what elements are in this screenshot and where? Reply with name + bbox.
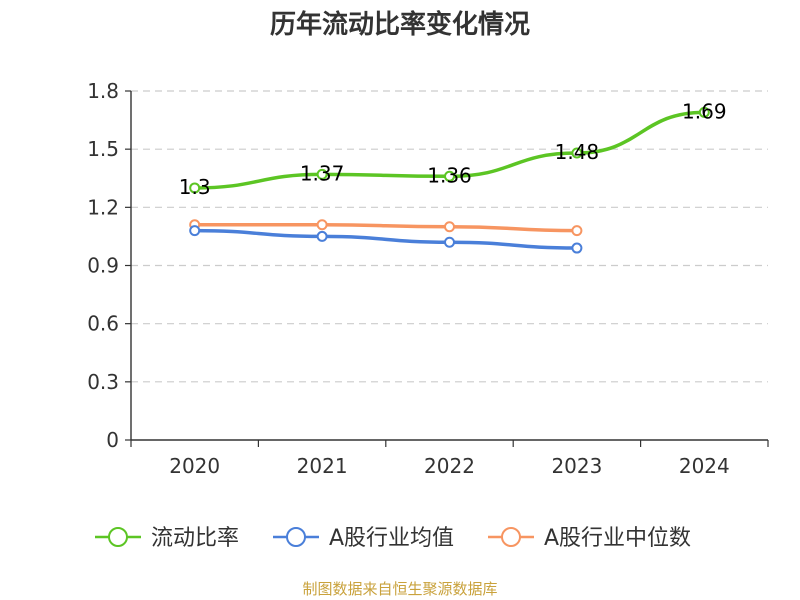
legend-label: A股行业均值 [329, 526, 454, 551]
x-tick-label: 2021 [297, 454, 348, 478]
y-tick-label: 1.8 [87, 79, 119, 103]
data-point [316, 168, 328, 180]
legend-swatch-marker [108, 527, 128, 547]
y-tick-label: 0.3 [87, 370, 119, 394]
data-point [444, 221, 455, 233]
axes: 0 0.3 0.6 0.9 1.2 1.5 1.8 2020 2021 2022 2023 2024 [87, 79, 769, 478]
x-tick-label: 2023 [551, 454, 602, 478]
data-point [698, 106, 710, 118]
series [189, 106, 710, 254]
y-tick-label: 1.2 [87, 195, 119, 219]
gridlines [131, 90, 768, 383]
data-label: 1.69 [682, 99, 727, 123]
data-point [444, 236, 455, 248]
legend-item[interactable]: A股行业均值 [273, 526, 454, 551]
legend-item[interactable]: 流动比率 [95, 526, 239, 551]
y-tick-label: 0 [106, 428, 119, 452]
legend-label: A股行业中位数 [544, 526, 691, 551]
x-tick-label: 2024 [679, 454, 730, 478]
y-tick-label: 0.9 [87, 254, 119, 278]
chart-title: 历年流动比率变化情况 [270, 9, 530, 40]
legend: 流动比率 A股行业均值 A股行业中位数 [95, 526, 691, 551]
y-tick-label: 1.5 [87, 137, 119, 161]
y-tick-label: 0.6 [87, 312, 119, 336]
source-note: 制图数据来自恒生聚源数据库 [302, 580, 497, 598]
data-label: 1.48 [555, 140, 600, 164]
data-point [316, 219, 328, 231]
legend-label: 流动比率 [151, 526, 239, 551]
x-tick-label: 2020 [169, 454, 220, 478]
legend-swatch-marker [286, 527, 306, 547]
data-point [571, 225, 583, 237]
legend-swatch-marker [501, 527, 521, 547]
data-point [316, 230, 328, 242]
series-line [192, 223, 579, 233]
data-label: 1.36 [427, 163, 472, 187]
data-point [189, 182, 201, 194]
data-point [571, 147, 583, 159]
series-line [192, 228, 579, 250]
data-point [571, 242, 583, 254]
data-point [189, 225, 201, 237]
data-point [444, 170, 455, 182]
x-tick-label: 2022 [424, 454, 475, 478]
data-label: 1.3 [179, 175, 211, 199]
data-label: 1.37 [300, 161, 345, 185]
legend-item[interactable]: A股行业中位数 [488, 526, 691, 551]
data-labels: 1.3 1.37 1.36 1.48 1.69 [179, 99, 727, 199]
